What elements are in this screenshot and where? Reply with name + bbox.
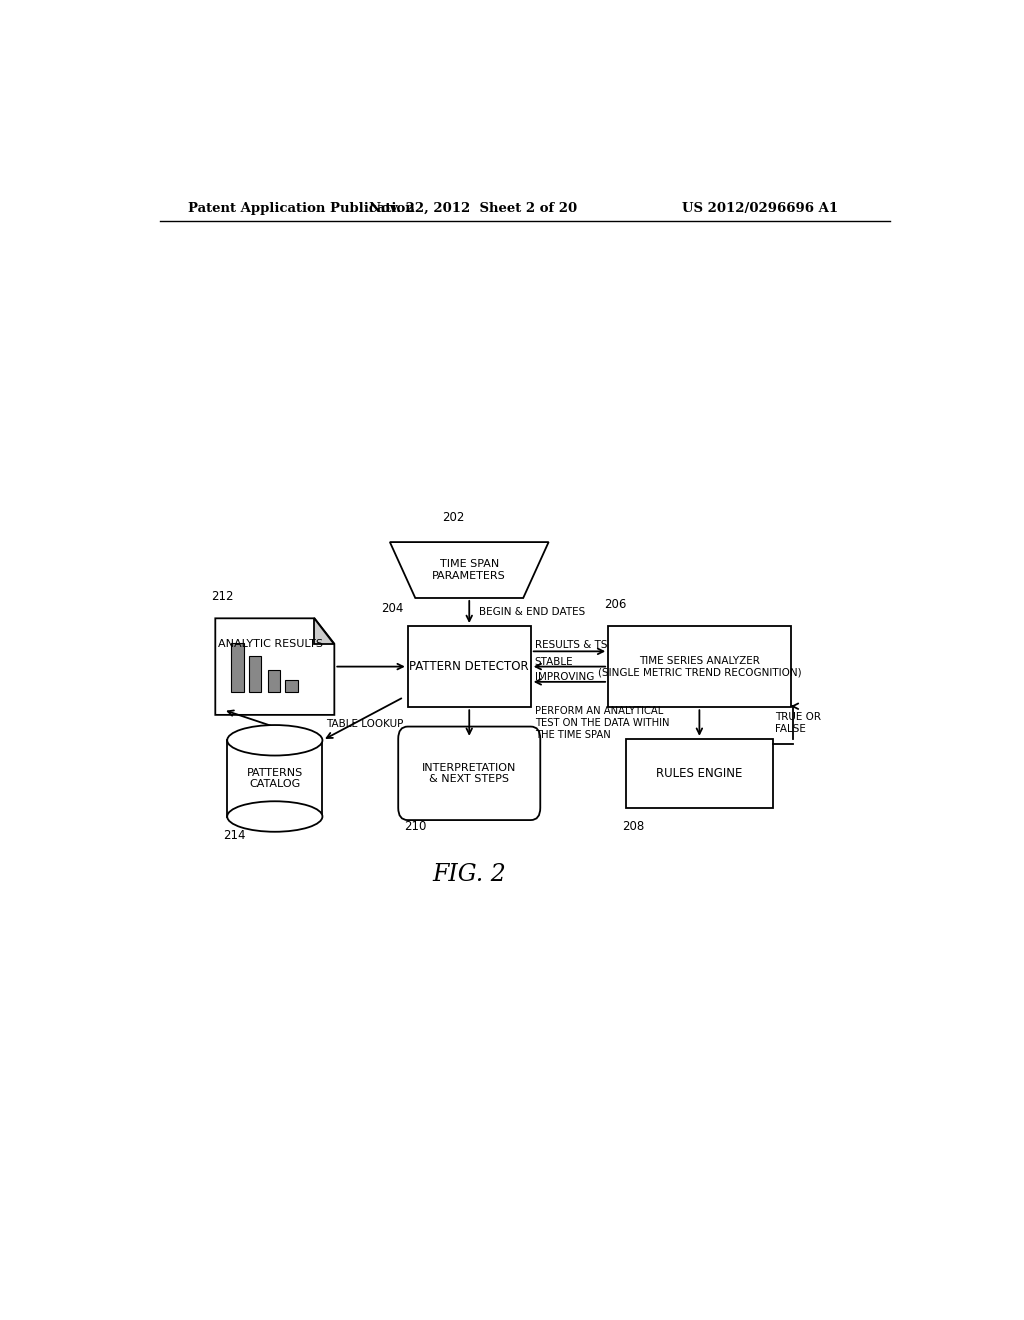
Text: Nov. 22, 2012  Sheet 2 of 20: Nov. 22, 2012 Sheet 2 of 20 bbox=[370, 202, 578, 215]
Text: BEGIN & END DATES: BEGIN & END DATES bbox=[479, 607, 585, 616]
Text: US 2012/0296696 A1: US 2012/0296696 A1 bbox=[682, 202, 839, 215]
FancyBboxPatch shape bbox=[408, 626, 530, 708]
Text: INTERPRETATION
& NEXT STEPS: INTERPRETATION & NEXT STEPS bbox=[422, 763, 516, 784]
Text: PERFORM AN ANALYTICAL
TEST ON THE DATA WITHIN
THE TIME SPAN: PERFORM AN ANALYTICAL TEST ON THE DATA W… bbox=[535, 706, 670, 739]
FancyBboxPatch shape bbox=[608, 626, 791, 708]
Text: 212: 212 bbox=[211, 590, 233, 603]
Text: PATTERN DETECTOR: PATTERN DETECTOR bbox=[410, 660, 529, 673]
Bar bbox=[285, 680, 298, 692]
Text: RULES ENGINE: RULES ENGINE bbox=[656, 767, 742, 780]
Text: TIME SERIES ANALYZER
(SINGLE METRIC TREND RECOGNITION): TIME SERIES ANALYZER (SINGLE METRIC TREN… bbox=[598, 656, 801, 677]
FancyBboxPatch shape bbox=[626, 739, 773, 808]
Text: 214: 214 bbox=[223, 829, 246, 842]
Polygon shape bbox=[215, 618, 334, 715]
Text: 204: 204 bbox=[381, 602, 403, 615]
Ellipse shape bbox=[227, 801, 323, 832]
Bar bbox=[249, 656, 261, 692]
Text: TRUE OR
FALSE: TRUE OR FALSE bbox=[775, 713, 821, 734]
Bar bbox=[231, 643, 244, 692]
Text: Patent Application Publication: Patent Application Publication bbox=[187, 202, 415, 215]
Text: 202: 202 bbox=[442, 511, 465, 524]
Text: 206: 206 bbox=[604, 598, 627, 611]
Text: 210: 210 bbox=[403, 820, 426, 833]
Text: PATTERNS
CATALOG: PATTERNS CATALOG bbox=[247, 768, 303, 789]
Text: TIME SPAN
PARAMETERS: TIME SPAN PARAMETERS bbox=[432, 560, 506, 581]
Text: ANALYTIC RESULTS: ANALYTIC RESULTS bbox=[218, 639, 324, 648]
Polygon shape bbox=[314, 618, 334, 644]
FancyBboxPatch shape bbox=[398, 726, 541, 820]
Ellipse shape bbox=[227, 725, 323, 755]
Polygon shape bbox=[390, 543, 549, 598]
Bar bbox=[267, 669, 281, 692]
Text: 208: 208 bbox=[622, 820, 644, 833]
Text: FIG. 2: FIG. 2 bbox=[432, 863, 506, 887]
Text: STABLE: STABLE bbox=[535, 656, 573, 667]
Text: TABLE LOOKUP: TABLE LOOKUP bbox=[327, 719, 403, 729]
Text: RESULTS & TS: RESULTS & TS bbox=[535, 640, 607, 651]
Text: IMPROVING: IMPROVING bbox=[535, 672, 594, 681]
